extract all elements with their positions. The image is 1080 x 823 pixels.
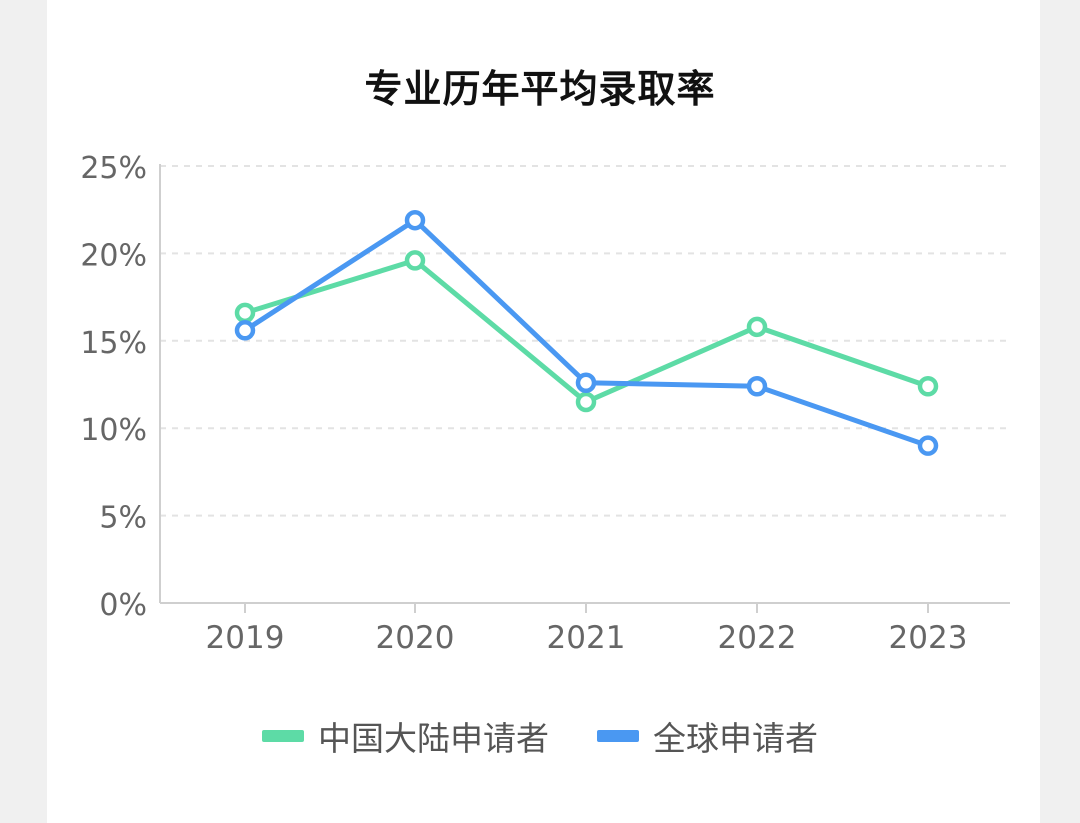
data-point: [575, 391, 597, 413]
legend-label-mainland: 中国大陆申请者: [318, 719, 549, 758]
chart-card: [47, 0, 1040, 823]
data-point: [746, 316, 768, 338]
data-point: [746, 375, 768, 397]
y-tick-label: 20%: [80, 238, 147, 273]
data-point: [404, 250, 426, 271]
data-point: [917, 375, 939, 397]
y-axis-ticks: 0% 5% 10% 15% 20% 25%: [80, 151, 147, 623]
grid-lines: [160, 165, 1010, 517]
chart-title: 专业历年平均录取率: [364, 67, 716, 111]
legend-swatch-mainland: [262, 730, 304, 742]
legend-swatch-global: [597, 730, 639, 742]
x-tick-label: 2023: [889, 620, 968, 656]
legend-item-mainland[interactable]: 中国大陆申请者: [262, 712, 549, 760]
data-point: [917, 435, 939, 456]
data-point: [234, 320, 256, 341]
legend: 中国大陆申请者 全球申请者: [0, 712, 1080, 760]
data-point: [575, 372, 597, 394]
x-tick-label: 2021: [547, 620, 626, 656]
x-axis-ticks: 2019 2020 2021 2022 2023: [206, 603, 968, 656]
legend-label-global: 全球申请者: [653, 719, 818, 758]
x-tick-label: 2022: [718, 620, 797, 656]
x-tick-label: 2019: [206, 620, 285, 656]
y-tick-label: 5%: [99, 501, 147, 536]
y-tick-label: 10%: [80, 413, 147, 448]
y-tick-label: 0%: [99, 588, 147, 623]
data-point: [234, 302, 256, 324]
x-tick-label: 2020: [376, 620, 455, 656]
y-tick-label: 25%: [80, 151, 147, 186]
y-tick-label: 15%: [80, 326, 147, 361]
series-layer: [234, 209, 939, 456]
legend-item-global[interactable]: 全球申请者: [597, 712, 818, 760]
data-point: [404, 209, 426, 231]
